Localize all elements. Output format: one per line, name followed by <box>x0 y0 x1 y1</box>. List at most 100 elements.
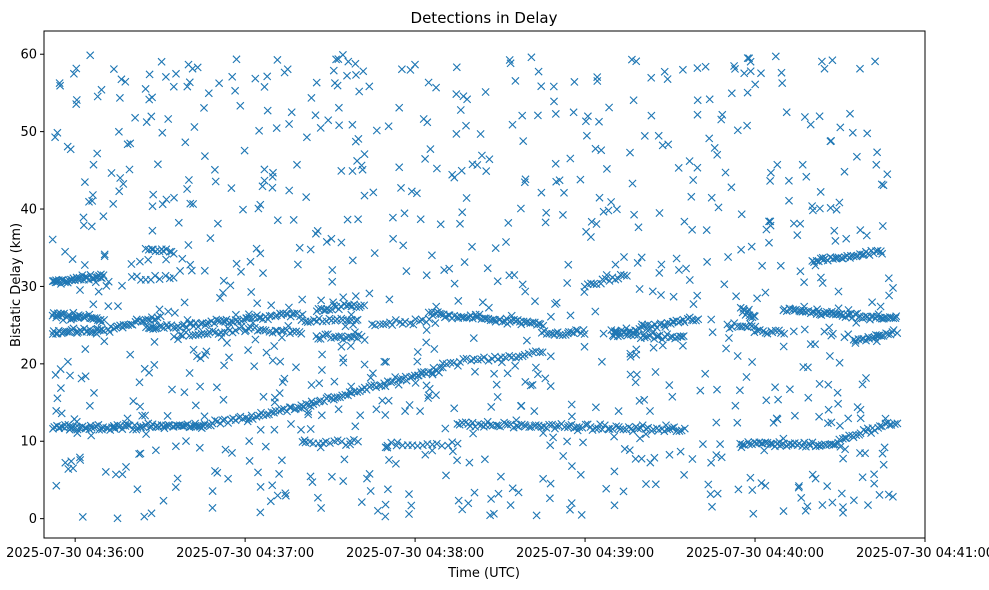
data-point-marker <box>360 191 369 200</box>
data-point-marker <box>548 420 557 429</box>
data-point-marker <box>93 92 102 101</box>
data-point-marker <box>579 438 587 447</box>
data-point-marker <box>856 414 865 423</box>
data-point-marker <box>267 301 276 310</box>
data-point-marker <box>815 412 824 421</box>
data-point-marker <box>174 218 183 227</box>
data-point-marker <box>779 507 788 516</box>
data-point-marker <box>801 506 810 515</box>
data-point-marker <box>765 238 773 247</box>
data-point-marker <box>552 177 561 186</box>
data-point-marker <box>651 480 660 489</box>
data-point-marker <box>158 200 167 209</box>
data-point-marker <box>489 509 498 518</box>
data-point-marker <box>546 312 555 321</box>
data-point-marker <box>844 414 853 423</box>
data-point-marker <box>610 467 619 476</box>
data-point-marker <box>732 292 741 301</box>
data-point-marker <box>757 479 766 488</box>
data-point-marker <box>619 487 628 496</box>
data-point-marker <box>885 291 894 300</box>
data-point-marker <box>879 460 888 469</box>
data-point-marker <box>634 223 643 232</box>
data-point-marker <box>446 358 455 367</box>
data-point-marker <box>858 473 867 482</box>
data-point-marker <box>647 73 656 82</box>
data-point-marker <box>307 93 316 102</box>
data-point-marker <box>113 514 122 523</box>
y-tick-label: 40 <box>20 203 37 218</box>
data-point-marker <box>138 411 147 420</box>
data-point-marker <box>180 388 189 397</box>
data-point-marker <box>228 448 236 457</box>
data-point-marker <box>348 120 357 129</box>
data-point-marker <box>197 424 206 433</box>
data-point-marker <box>61 458 70 467</box>
data-point-marker <box>256 249 265 258</box>
data-point-marker <box>55 79 64 88</box>
data-point-marker <box>511 361 520 370</box>
data-point-marker <box>74 311 83 320</box>
data-point-marker <box>337 238 346 247</box>
data-point-marker <box>428 370 437 379</box>
data-point-marker <box>448 438 457 447</box>
data-point-marker <box>693 64 702 73</box>
data-point-marker <box>892 312 901 321</box>
data-point-marker <box>311 111 320 120</box>
data-point-marker <box>297 425 305 434</box>
data-point-marker <box>339 354 347 363</box>
data-point-marker <box>824 380 833 389</box>
data-point-marker <box>717 115 726 124</box>
data-point-marker <box>250 362 259 371</box>
data-point-marker <box>877 180 886 189</box>
data-point-marker <box>417 368 426 377</box>
data-point-marker <box>163 411 172 420</box>
data-point-marker <box>610 501 619 510</box>
data-point-marker <box>453 456 462 465</box>
data-point-marker <box>303 318 312 327</box>
data-point-marker <box>516 402 525 410</box>
data-point-marker <box>750 312 759 321</box>
data-point-marker <box>468 242 476 251</box>
data-point-marker <box>72 100 81 109</box>
data-point-marker <box>511 76 520 85</box>
data-point-marker <box>858 380 867 389</box>
data-point-marker <box>407 187 416 196</box>
data-point-marker <box>325 439 334 447</box>
data-point-marker <box>747 242 756 251</box>
data-point-marker <box>422 338 431 347</box>
x-axis-ticks: 2025-07-30 04:36:00 2025-07-30 04:37:00 20… <box>6 538 989 561</box>
data-point-marker <box>216 317 225 325</box>
data-point-marker <box>268 356 277 365</box>
data-point-marker <box>628 179 637 188</box>
data-point-marker <box>344 57 353 66</box>
data-point-marker <box>254 204 263 213</box>
data-point-marker <box>891 314 900 323</box>
data-point-marker <box>80 261 89 269</box>
data-point-marker <box>52 481 61 490</box>
data-point-marker <box>503 369 512 378</box>
data-point-marker <box>231 86 240 95</box>
data-point-marker <box>187 266 196 275</box>
data-point-marker <box>126 139 135 148</box>
data-point-marker <box>558 210 567 219</box>
x-tick-label: 2025-07-30 04:38:00 <box>346 546 484 561</box>
data-point-marker <box>626 148 634 157</box>
data-point-marker <box>147 245 156 254</box>
data-point-marker <box>343 71 351 80</box>
data-point-marker <box>153 421 162 430</box>
data-point-marker <box>68 255 77 264</box>
data-point-marker <box>268 481 277 490</box>
data-point-marker <box>334 103 343 112</box>
data-point-marker <box>735 386 744 395</box>
data-point-marker <box>126 320 135 329</box>
data-point-marker <box>109 65 118 74</box>
data-point-marker <box>591 403 600 412</box>
data-point-marker <box>677 332 686 341</box>
data-point-marker <box>105 328 114 336</box>
data-point-marker <box>550 97 558 106</box>
data-point-marker <box>634 424 643 433</box>
data-point-marker <box>878 449 887 458</box>
data-point-marker <box>87 423 96 432</box>
data-point-marker <box>306 425 315 433</box>
